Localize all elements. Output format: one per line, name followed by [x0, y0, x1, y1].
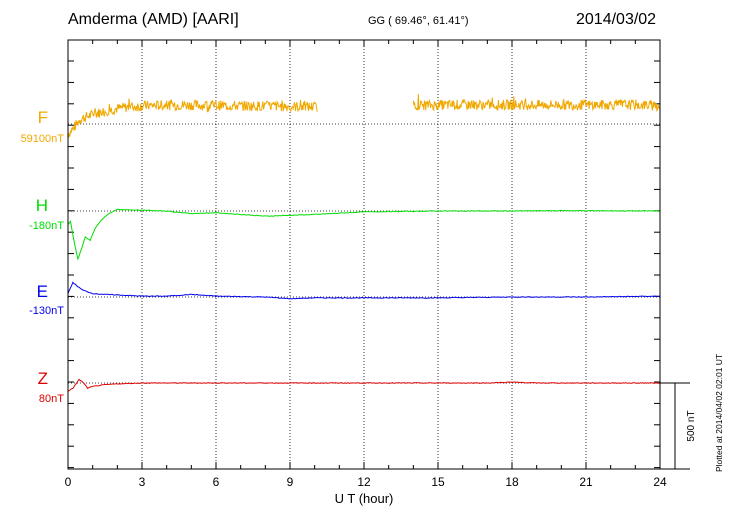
series-line-f-2	[412, 93, 661, 113]
component-label-h: H	[35, 196, 48, 215]
series-line-h	[67, 208, 660, 261]
series-line-f	[67, 98, 318, 138]
component-label-e: E	[36, 282, 48, 301]
x-tick-label: 24	[653, 475, 667, 489]
component-label-f: F	[37, 108, 48, 127]
baseline-label-z: 80nT	[38, 393, 64, 405]
plotted-timestamp: Plotted at 2014/04/02 02:01 UT	[714, 353, 724, 472]
baseline-label-h: -180nT	[29, 220, 64, 232]
plot-frame	[67, 39, 661, 470]
x-tick-label: 3	[139, 475, 146, 489]
series-line-e	[67, 281, 661, 300]
scale-bar: 500 nT	[660, 382, 697, 470]
baseline-label-e: -130nT	[29, 305, 64, 317]
x-tick-label: 15	[431, 475, 445, 489]
geographic-coords: GG ( 69.46°, 61.41°)	[368, 15, 469, 27]
x-tick-label: 0	[65, 475, 72, 489]
component-label-z: Z	[37, 369, 48, 388]
x-tick-label: 6	[213, 475, 220, 489]
plot-date: 2014/03/02	[576, 11, 657, 28]
x-axis-title: U T (hour)	[335, 491, 394, 506]
x-tick-label: 18	[505, 475, 519, 489]
series-line-z	[67, 378, 660, 392]
scale-bar-label: 500 nT	[686, 410, 697, 441]
station-title: Amderma (AMD) [AARI]	[68, 11, 239, 28]
x-tick-label: 21	[579, 475, 593, 489]
x-tick-label: 12	[357, 475, 371, 489]
x-tick-label: 9	[287, 475, 294, 489]
baseline-label-f: 59100nT	[20, 133, 64, 145]
